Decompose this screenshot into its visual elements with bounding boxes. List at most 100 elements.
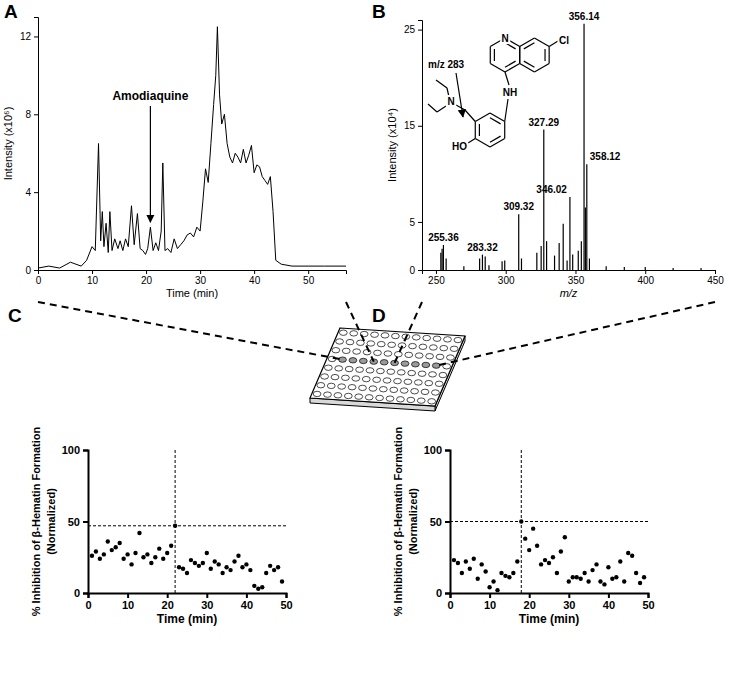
well	[421, 389, 429, 394]
well	[359, 385, 367, 390]
peak-label: 255.36	[428, 232, 459, 243]
panel: A0102030405004812Time (min)Intensity (x1…	[2, 1, 347, 299]
tick-mark	[83, 450, 88, 452]
well	[327, 383, 335, 388]
tick-label: 0	[85, 599, 91, 611]
point	[256, 587, 260, 591]
well	[436, 354, 444, 359]
point	[145, 552, 149, 556]
peak	[624, 267, 625, 270]
point	[165, 551, 169, 555]
tick-label: 100	[62, 444, 80, 456]
y-tick: 15	[404, 120, 422, 131]
reference-line-y	[450, 521, 648, 522]
x-tick: 40	[241, 593, 253, 611]
x-tick: 20	[524, 593, 536, 611]
point	[141, 555, 145, 559]
x-tick: 0	[447, 593, 453, 611]
tick-mark	[445, 450, 450, 452]
point	[642, 575, 646, 579]
tick-label: 40	[249, 275, 261, 286]
point	[456, 561, 460, 565]
point	[153, 555, 157, 559]
point	[260, 585, 264, 589]
point	[248, 568, 252, 572]
well	[344, 393, 352, 398]
axis-line	[423, 271, 716, 275]
well	[383, 378, 391, 383]
well	[444, 337, 452, 342]
well	[407, 397, 415, 402]
well	[412, 362, 420, 367]
x-axis: 01020304050	[447, 593, 654, 611]
atom-label: NH	[503, 87, 517, 98]
axis-line	[39, 271, 347, 275]
tick-label: 0	[409, 265, 415, 276]
point	[634, 571, 638, 575]
tick-mark	[529, 593, 531, 598]
y-tick: 0	[74, 587, 88, 599]
x-tick: 40	[603, 593, 615, 611]
tick-mark	[568, 593, 570, 598]
point	[173, 524, 177, 528]
peak	[559, 243, 560, 270]
x-tick: 350	[568, 270, 585, 286]
peak	[440, 253, 441, 270]
well	[414, 380, 422, 385]
tick-label: 0	[447, 599, 453, 611]
tick-label: 20	[524, 599, 536, 611]
x-tick: 20	[141, 270, 153, 286]
point	[240, 565, 244, 569]
chromatogram-line	[38, 27, 346, 268]
y-axis-title: % Inhibition of β-Hematin Formation	[392, 427, 404, 617]
well	[447, 355, 455, 360]
point	[213, 559, 217, 563]
point	[149, 561, 153, 565]
tick-label: 40	[241, 599, 253, 611]
point	[129, 562, 133, 566]
bond	[475, 122, 476, 139]
well	[336, 339, 344, 344]
plot-area	[88, 450, 286, 593]
x-tick: 30	[201, 593, 213, 611]
point	[491, 579, 495, 583]
well	[365, 395, 373, 400]
x-tick: 20	[162, 593, 174, 611]
point	[472, 556, 476, 560]
well	[387, 369, 395, 374]
point	[578, 577, 582, 581]
point	[177, 565, 181, 569]
point	[575, 575, 579, 579]
bond	[436, 80, 447, 88]
point	[527, 548, 531, 552]
x-axis: 01020304050	[36, 270, 347, 286]
bond	[490, 47, 491, 64]
point	[567, 579, 571, 583]
atom-label: N	[501, 33, 508, 44]
y-axis-title: Intensity (x10⁴)	[386, 108, 398, 182]
bond	[475, 113, 490, 122]
tick-mark	[648, 593, 650, 598]
fragment-label: m/z 283	[428, 59, 465, 70]
tick-mark	[418, 126, 422, 127]
well	[408, 370, 416, 375]
point	[503, 574, 507, 578]
bond	[475, 139, 490, 148]
peak-label: 309.32	[503, 201, 534, 212]
well	[377, 368, 385, 373]
x-axis-title: m/z	[560, 287, 578, 299]
well	[379, 387, 387, 392]
point	[507, 575, 511, 579]
well	[342, 375, 350, 380]
peak-label: 358.12	[590, 151, 621, 162]
tick-mark	[445, 593, 450, 595]
tick-mark	[146, 270, 147, 274]
peak	[581, 241, 582, 270]
tick-mark	[308, 270, 309, 274]
well	[363, 350, 371, 355]
point	[606, 565, 610, 569]
peak	[536, 253, 537, 270]
point	[476, 577, 480, 581]
y-tick: 12	[20, 31, 38, 42]
y-axis: 050100	[424, 444, 451, 599]
